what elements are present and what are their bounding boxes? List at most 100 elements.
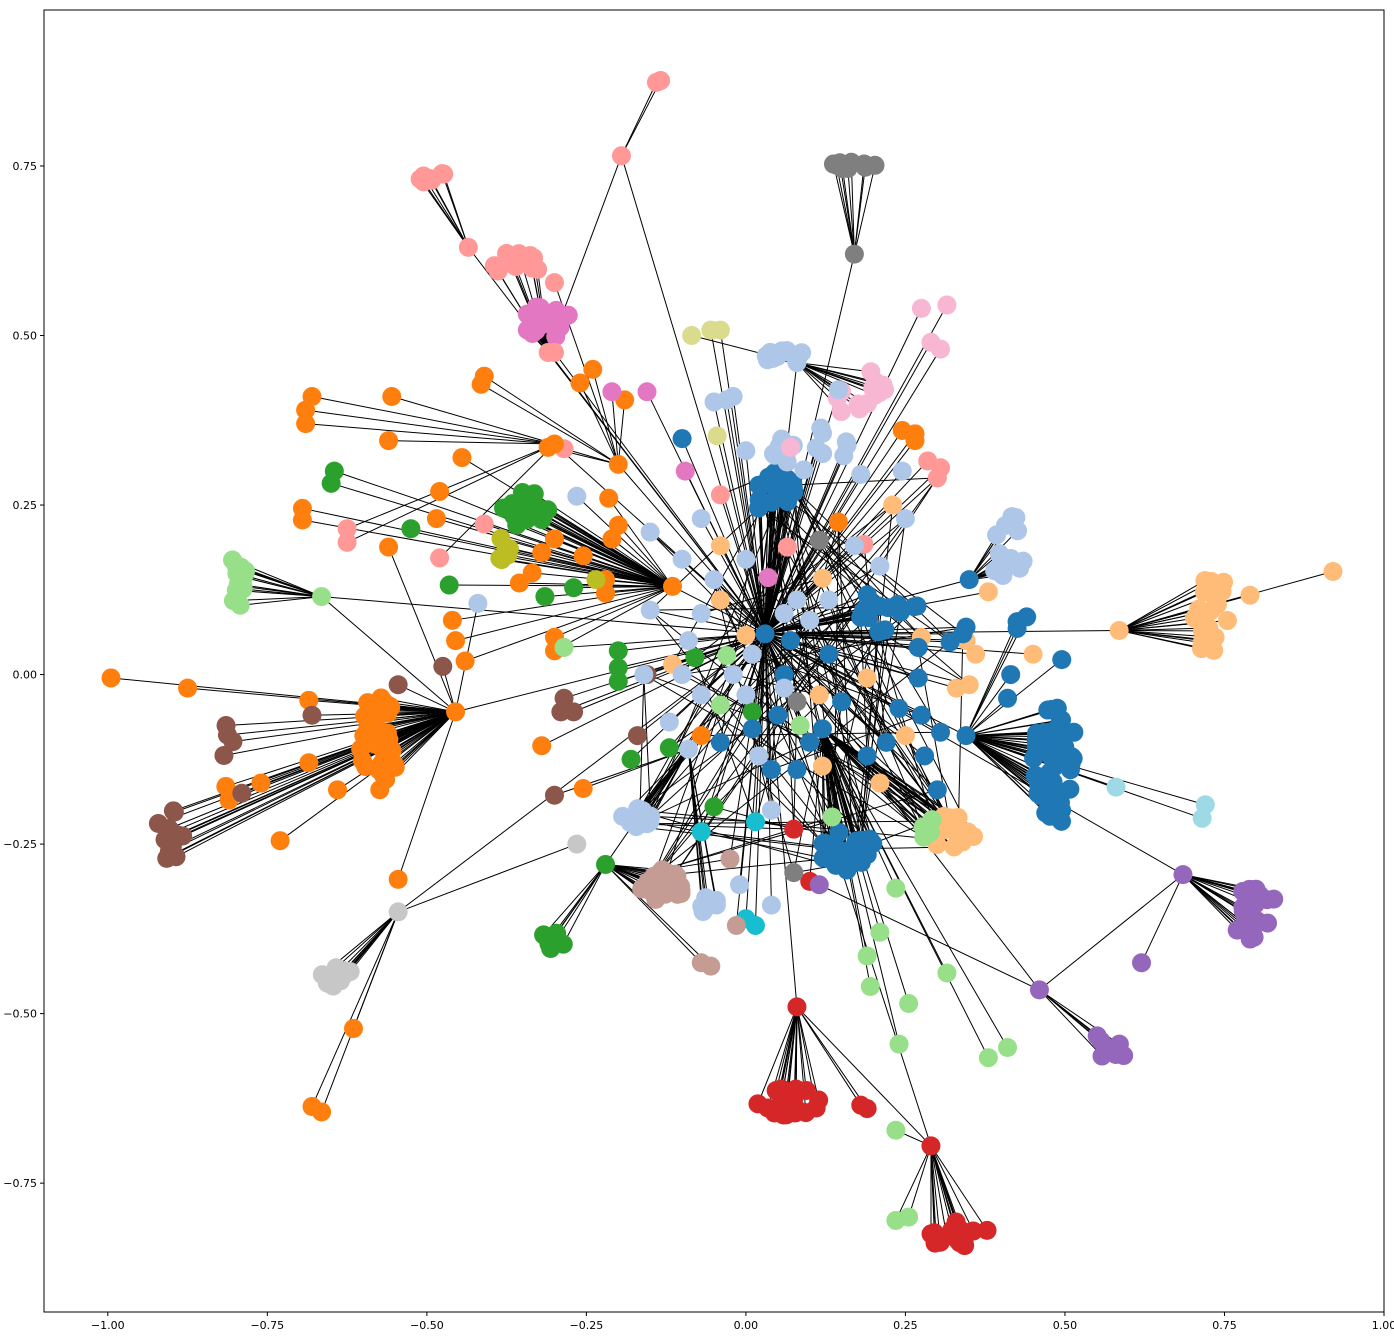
node-orange: [296, 400, 316, 420]
core-edge: [649, 821, 824, 859]
node-lightblue: [736, 549, 756, 569]
node-lightblue: [774, 678, 794, 698]
core-edge: [878, 631, 970, 686]
hub-link-edge: [764, 633, 932, 1147]
hub-node-salmon: [458, 237, 478, 257]
node-orange: [532, 736, 552, 756]
core-edge: [646, 674, 702, 696]
cluster-edge: [168, 711, 456, 834]
core-edge: [760, 504, 945, 831]
node-green: [518, 499, 538, 519]
node-lightorange: [1204, 640, 1224, 660]
core-edge: [650, 815, 756, 823]
edge: [965, 735, 1206, 806]
node-lightblue: [640, 600, 660, 620]
node-orange: [380, 696, 400, 716]
node-blue: [765, 463, 785, 483]
cluster-edge: [836, 165, 855, 255]
cluster-edge: [175, 711, 456, 858]
edge: [564, 633, 766, 648]
node-red: [748, 1094, 768, 1114]
edge: [311, 911, 399, 1107]
node-red: [926, 1229, 946, 1249]
core-edge: [662, 816, 833, 871]
cluster-edge: [429, 178, 469, 248]
node-red: [776, 1098, 796, 1118]
node-orange: [366, 699, 386, 719]
node-blue: [911, 705, 931, 725]
cluster-edge: [782, 1006, 798, 1090]
node-lightgreen: [886, 1120, 906, 1140]
node-purple: [809, 875, 829, 895]
node-lightblue: [691, 685, 711, 705]
node-orange: [382, 387, 402, 407]
edge: [464, 585, 673, 662]
node-lightorange: [1023, 644, 1043, 664]
cluster-edge: [796, 362, 876, 392]
node-lightblue: [672, 549, 692, 569]
x-tick-label: −0.50: [410, 1319, 444, 1332]
node-green: [321, 473, 341, 493]
edge: [726, 399, 766, 634]
node-orange: [452, 448, 472, 468]
node-pink: [758, 568, 778, 588]
node-orange: [573, 546, 593, 566]
node-lightblue: [637, 814, 657, 834]
core-edge: [854, 518, 906, 859]
cluster-edge: [930, 1145, 988, 1231]
edge: [592, 369, 619, 465]
core-edge: [783, 496, 887, 743]
node-blue: [908, 637, 928, 657]
edge: [388, 546, 457, 713]
node-salmon: [337, 519, 357, 539]
node-salmon: [337, 532, 357, 552]
cluster-edge: [850, 162, 855, 255]
cluster-edge: [182, 711, 456, 837]
node-red: [977, 1220, 997, 1240]
node-blue: [1047, 698, 1067, 718]
node-lightorange: [1192, 621, 1212, 641]
node-brown: [388, 675, 408, 695]
cluster-edge: [419, 178, 469, 248]
node-lightorange: [946, 678, 966, 698]
edge: [745, 450, 766, 634]
node-green: [621, 749, 641, 769]
cluster-edge: [335, 911, 399, 969]
edge: [541, 552, 673, 587]
node-lightblue: [723, 387, 743, 407]
node-khaki: [707, 426, 727, 446]
node-blue: [927, 780, 947, 800]
edge: [579, 382, 619, 465]
node-green: [742, 702, 762, 722]
node-blue: [858, 608, 878, 628]
node-orange: [509, 573, 529, 593]
cluster-edge: [796, 362, 871, 373]
node-orange: [570, 373, 590, 393]
node-blue: [1028, 784, 1048, 804]
edge: [305, 409, 555, 445]
x-tick-label: −0.25: [570, 1319, 604, 1332]
hub-node-blue: [755, 624, 775, 644]
node-lightblue: [1001, 548, 1021, 568]
edge: [439, 443, 555, 559]
node-orange: [312, 1102, 332, 1122]
node-lightblue: [704, 570, 724, 590]
node-green: [659, 738, 679, 758]
edge: [1119, 594, 1251, 631]
node-orange: [343, 1019, 363, 1039]
core-edge: [860, 611, 901, 841]
hub-node-orange: [446, 702, 466, 722]
core-edge: [767, 501, 789, 578]
hub-link-edge: [1039, 874, 1184, 991]
node-lightorange: [1323, 561, 1343, 581]
node-blue: [822, 844, 842, 864]
cluster-edge: [965, 735, 1037, 748]
node-lightgreen: [886, 878, 906, 898]
hub-node-lightorange: [1109, 620, 1129, 640]
edge: [484, 375, 619, 465]
core-edge: [796, 599, 926, 835]
node-red: [857, 1099, 877, 1119]
node-orange: [388, 869, 408, 889]
node-green: [608, 658, 628, 678]
cluster-edge: [779, 1006, 798, 1091]
